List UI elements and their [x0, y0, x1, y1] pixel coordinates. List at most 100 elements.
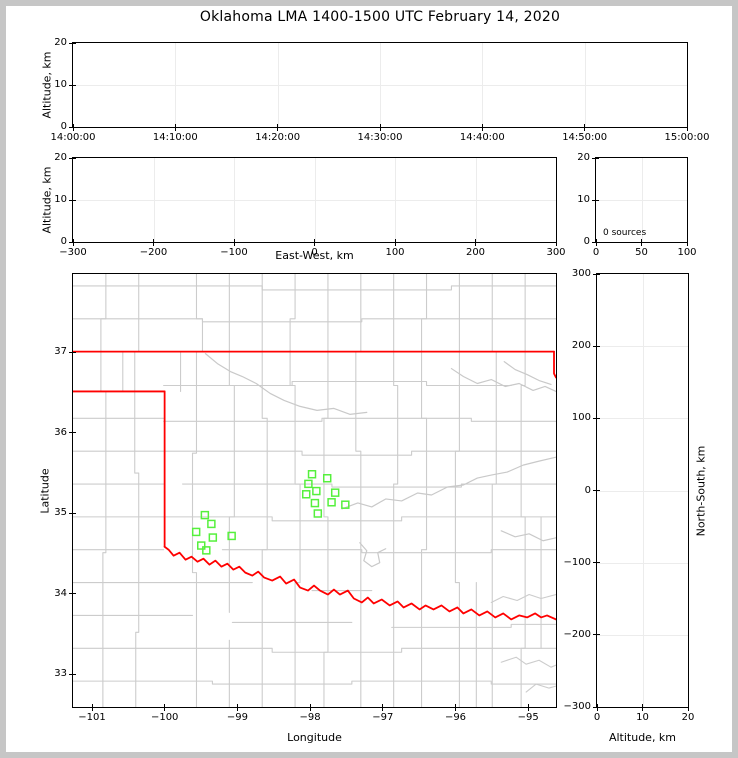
lma-source-marker — [330, 488, 340, 497]
y-tick-mark — [593, 417, 600, 419]
river-boundary-line — [503, 360, 552, 386]
x-tick-label: 14:00:00 — [50, 132, 96, 143]
x-tick-mark — [555, 239, 557, 246]
county-boundary-line — [73, 647, 556, 653]
gridline-vertical — [234, 158, 235, 242]
gridline-vertical — [641, 158, 643, 242]
y-tick-mark — [592, 157, 599, 159]
x-tick-mark — [91, 704, 93, 711]
x-tick-label: 14:20:00 — [255, 132, 301, 143]
county-boundary-line — [500, 656, 556, 668]
county-boundary-line — [491, 274, 497, 707]
county-boundary-line — [73, 285, 556, 291]
y-tick-label: 33 — [54, 668, 67, 679]
county-boundary-line — [393, 274, 399, 707]
lma-source-marker — [197, 541, 206, 550]
y-tick-mark — [593, 562, 600, 564]
y-tick-mark — [69, 593, 76, 594]
x-tick-label: −99 — [226, 712, 248, 723]
y-tick-label: 20 — [54, 37, 67, 48]
y-tick-mark — [593, 345, 600, 347]
lma-source-marker — [202, 546, 211, 555]
x-tick-mark — [72, 124, 74, 131]
lma-source-marker — [322, 474, 332, 483]
y-tick-label: 10 — [54, 194, 67, 205]
y-tick-mark — [593, 706, 600, 708]
county-boundary-line — [261, 274, 268, 707]
county-boundary-line — [490, 593, 556, 604]
y-tick-label: 0 — [583, 236, 590, 247]
lma-source-marker — [191, 527, 201, 537]
x-tick-label: −100 — [220, 247, 248, 258]
north-south-xlabel: Altitude, km — [608, 731, 677, 744]
county-boundary-line — [323, 274, 329, 707]
lma-source-marker — [327, 498, 336, 507]
x-tick-mark — [686, 239, 688, 246]
y-tick-label: 20 — [577, 152, 590, 163]
county-boundary-line — [163, 516, 556, 522]
gridline-vertical — [380, 43, 381, 127]
river-boundary-line — [450, 367, 556, 393]
y-tick-mark — [69, 512, 76, 514]
y-tick-mark — [592, 199, 599, 201]
gridline-vertical — [314, 158, 316, 242]
county-boundary-line — [163, 450, 556, 456]
y-tick-label: 34 — [54, 587, 67, 599]
gridline-vertical — [584, 43, 586, 127]
x-tick-label: 50 — [635, 247, 648, 258]
x-tick-label: 0 — [311, 247, 318, 258]
y-tick-label: 0 — [584, 484, 591, 496]
county-boundary-line — [421, 274, 428, 707]
river-boundary-line — [359, 542, 387, 568]
y-tick-mark — [69, 84, 76, 86]
y-tick-mark — [69, 199, 76, 201]
north-south-ylabel: North-South, km — [694, 445, 708, 537]
x-tick-label: 0 — [593, 712, 601, 723]
x-tick-label: −200 — [139, 247, 168, 258]
x-tick-mark — [642, 704, 643, 711]
state-border-line — [553, 350, 556, 379]
y-tick-label: 300 — [571, 268, 591, 279]
y-tick-mark — [69, 432, 76, 433]
x-tick-label: 0 — [592, 247, 600, 258]
x-tick-mark — [481, 124, 483, 131]
lma-source-marker — [310, 498, 320, 508]
x-tick-label: −95 — [517, 712, 539, 723]
x-tick-label: 100 — [385, 247, 405, 258]
county-boundary-line — [391, 623, 556, 628]
lma-source-marker — [227, 531, 236, 541]
x-tick-label: −300 — [59, 247, 87, 258]
oklahoma-map — [73, 274, 556, 707]
county-boundary-line — [355, 274, 362, 707]
county-boundary-line — [289, 274, 301, 707]
x-tick-label: 14:10:00 — [152, 132, 198, 143]
y-tick-mark — [69, 241, 76, 243]
x-tick-mark — [686, 124, 688, 131]
map-xlabel: Longitude — [287, 731, 342, 744]
state-border-line — [163, 545, 556, 621]
x-tick-mark — [236, 704, 238, 711]
river-boundary-line — [341, 456, 556, 510]
y-tick-label: 10 — [577, 194, 590, 205]
x-tick-mark — [153, 239, 154, 246]
x-tick-label: −96 — [444, 712, 467, 723]
x-tick-label: −101 — [78, 712, 106, 723]
x-tick-mark — [394, 239, 396, 246]
y-tick-label: 35 — [54, 507, 67, 518]
county-boundary-line — [163, 417, 556, 422]
county-boundary-line — [520, 274, 526, 707]
y-tick-label: 0 — [60, 236, 67, 247]
y-tick-label: 0 — [60, 121, 67, 132]
county-boundary-line — [181, 483, 556, 488]
source-count-annotation: 0 sources — [603, 228, 647, 238]
y-tick-mark — [593, 273, 600, 275]
gridline-vertical — [642, 274, 644, 707]
x-tick-label: 300 — [546, 247, 566, 258]
lma-source-marker — [312, 486, 321, 496]
x-tick-mark — [382, 704, 384, 711]
x-tick-mark — [72, 239, 74, 246]
lma-source-marker — [307, 470, 317, 479]
x-tick-mark — [687, 704, 689, 711]
east-west-xlabel: East-West, km — [275, 249, 354, 262]
